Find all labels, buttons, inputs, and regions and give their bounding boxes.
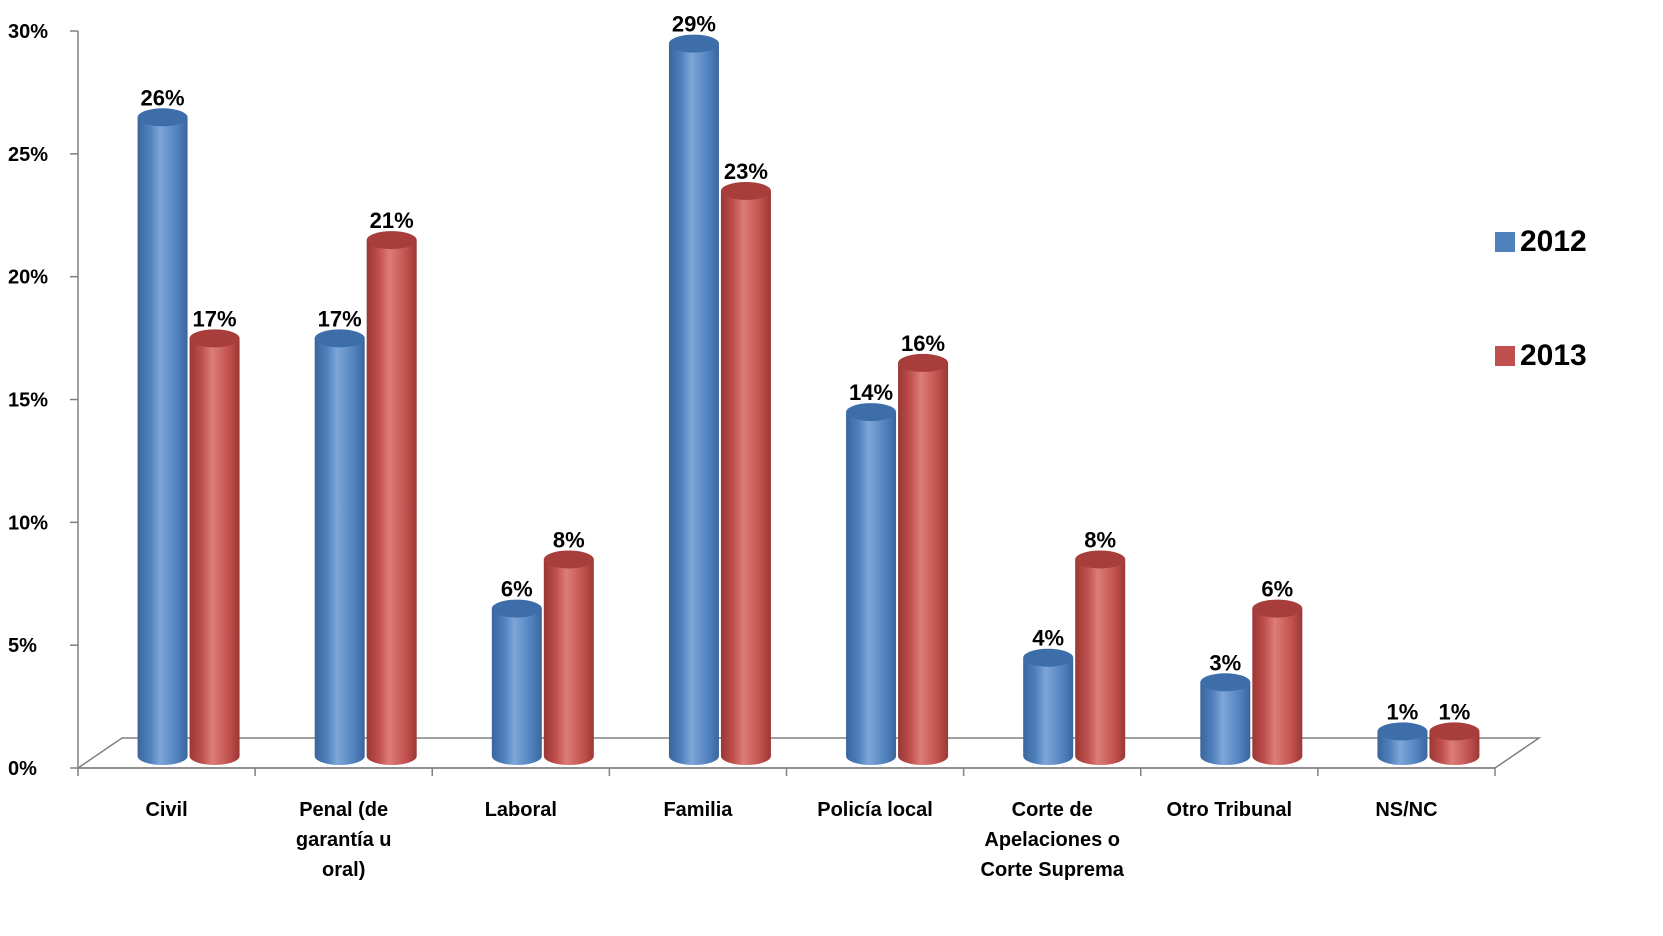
x-category-label: Civil [145,799,187,821]
bar-body [898,362,949,765]
bar-body [1075,559,1126,765]
chart-floor [75,737,1542,769]
data-label-2013-2: 8% [553,527,585,552]
bar-body [720,190,771,765]
bar-top [1429,722,1480,741]
bar-body [366,240,417,766]
x-category-label: Policía local [817,799,933,821]
bar-2012-4 [846,403,897,765]
data-label-2013-6: 6% [1261,577,1293,602]
bar-2012-2 [491,599,542,765]
data-label-2013-3: 23% [724,159,768,184]
bar-body [1377,731,1428,765]
data-label-2012-3: 29% [672,12,716,37]
bar-2013-4 [898,353,949,765]
x-category-label: Corte de Apelaciones o Corte Suprema [981,799,1125,881]
bar-2012-0 [137,108,188,766]
bar-body [189,338,240,765]
y-tick-label: 20% [8,267,48,289]
chart-floor-plane [75,737,1542,769]
bar-2012-5 [1023,648,1074,765]
legend-item-2012: 2012 [1495,222,1587,262]
legend-label-2012: 2012 [1520,225,1587,258]
bar-body [543,559,594,765]
bar-2013-7 [1429,722,1480,765]
bar-2013-3 [720,181,771,765]
bar-top [543,550,594,569]
legend-label-2013: 2013 [1520,339,1587,372]
x-category-label: Penal (de garantía u oral) [296,799,392,881]
bar-top [189,329,240,348]
data-labels: 26% 17% 17% 21% 6% 8% 29% 23% 14% 16% 4% 8% 3% 6% 1% 1% [141,12,1471,725]
x-category-label: Familia [663,799,733,821]
x-category-label: Otro Tribunal [1167,799,1293,821]
legend-swatch-2013 [1495,346,1515,366]
bar-top [846,403,897,422]
x-category-label: NS/NC [1375,799,1437,821]
axes: 0% 5% 10% 15% 20% 25% 30% Civil Penal (de garantí… [8,21,1496,881]
bar-top [898,353,949,372]
bar-body [491,608,542,765]
data-label-2013-5: 8% [1084,527,1116,552]
data-label-2013-7: 1% [1439,699,1471,724]
bar-top [668,34,719,53]
y-tick-label: 0% [8,758,37,780]
y-tick-label: 25% [8,144,48,166]
bar-body [137,117,188,766]
data-label-2012-4: 14% [849,380,893,405]
bar-top [1377,722,1428,741]
bar-top [1023,648,1074,667]
bar-2013-2 [543,550,594,765]
bar-body [1023,657,1074,765]
data-label-2012-1: 17% [318,306,362,331]
legend-item-2013: 2013 [1495,336,1587,376]
bars [137,34,1480,766]
bar-top [491,599,542,618]
bar-2012-3 [668,34,719,766]
bar-body [1429,731,1480,765]
bar-body [1200,682,1251,765]
legend: 2012 2013 [1495,222,1587,450]
data-label-2012-0: 26% [141,85,185,110]
data-label-2013-0: 17% [193,306,237,331]
y-tick-label: 15% [8,390,48,412]
bar-2013-6 [1252,599,1303,765]
bar-2013-5 [1075,550,1126,765]
data-label-2012-6: 3% [1209,650,1241,675]
bar-body [314,338,365,765]
bar-top [366,231,417,250]
bar-body [668,43,719,766]
data-label-2013-1: 21% [370,208,414,233]
y-tick-label: 30% [8,21,48,43]
bar-top [137,108,188,127]
bar-2012-6 [1200,673,1251,765]
bar-top [314,329,365,348]
bar-2012-1 [314,329,365,765]
data-label-2012-2: 6% [501,577,533,602]
y-tick-label: 5% [8,635,37,657]
bar-body [1252,608,1303,765]
bar-top [1200,673,1251,692]
bar-body [846,412,897,765]
x-category-label: Laboral [485,799,557,821]
bar-top [1075,550,1126,569]
bar-2013-1 [366,231,417,766]
data-label-2012-7: 1% [1387,699,1419,724]
bar-top [720,181,771,200]
data-label-2013-4: 16% [901,331,945,356]
bar-2012-7 [1377,722,1428,765]
y-tick-label: 10% [8,512,48,534]
bar-2013-0 [189,329,240,765]
legend-swatch-2012 [1495,232,1515,252]
bar-top [1252,599,1303,618]
data-label-2012-5: 4% [1032,626,1064,651]
